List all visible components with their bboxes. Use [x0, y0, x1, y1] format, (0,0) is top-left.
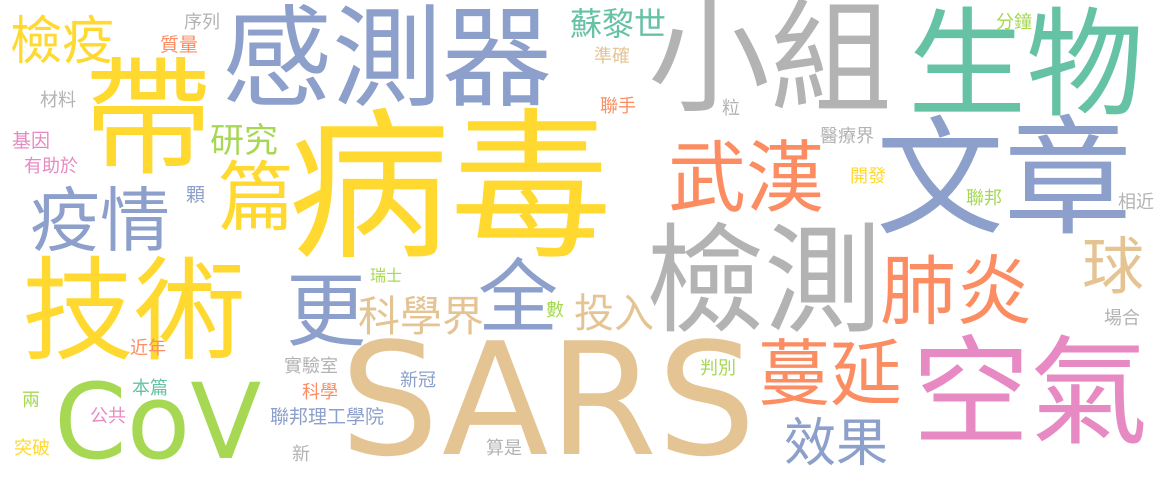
- word-manyan: 蔓延: [758, 332, 903, 416]
- word-bingdu: 病毒: [288, 95, 612, 283]
- word-cov: CoV: [54, 361, 262, 482]
- word-lianbang: 聯邦: [966, 188, 1002, 209]
- word-panbie: 判別: [700, 358, 736, 379]
- word-yanjiu: 研究: [210, 121, 278, 161]
- word-benpian: 本篇: [132, 378, 168, 399]
- word-yiliaojie: 醫療界: [820, 126, 874, 147]
- word-shiyanshi: 實驗室: [284, 356, 338, 377]
- word-yiqing: 疫情: [30, 180, 170, 262]
- word-feiyan: 肺炎: [880, 247, 1032, 336]
- word-changhe: 場合: [1104, 308, 1140, 329]
- word-sars: SARS: [340, 309, 757, 482]
- word-wenzhang: 文章: [876, 105, 1133, 254]
- word-lianshou: 聯手: [600, 96, 636, 117]
- word-shu: 數: [546, 300, 564, 321]
- word-xinguan: 新冠: [400, 370, 436, 391]
- word-gonggong: 公共: [90, 406, 126, 427]
- word-ruishi: 瑞士: [370, 266, 403, 285]
- word-ke: 顆: [186, 184, 206, 206]
- word-xiaozu: 小組: [648, 0, 892, 130]
- word-kexuejie: 科學界: [358, 292, 485, 341]
- word-youzhuyu: 有助於: [24, 156, 78, 177]
- word-xin: 新: [292, 444, 310, 465]
- word-kongqi: 空氣: [912, 324, 1149, 462]
- word-zhiliang: 質量: [160, 34, 199, 56]
- word-dai: 帶: [84, 45, 213, 194]
- word-jinnian: 近年: [130, 338, 166, 359]
- word-cailiao: 材料: [40, 90, 76, 111]
- word-shengwu: 生物: [908, 0, 1145, 134]
- word-jiance: 檢測: [646, 212, 883, 350]
- word-quan: 全: [478, 251, 558, 344]
- word-geng: 更: [286, 265, 366, 358]
- word-lianbang-ligong-xueyuan: 聯邦理工學院: [270, 406, 385, 428]
- word-pian: 篇: [218, 153, 294, 242]
- word-jiyin: 基因: [12, 130, 51, 152]
- word-xiangjin: 相近: [1118, 192, 1154, 213]
- word-touru: 投入: [574, 291, 654, 337]
- word-ganceqi: 感測器: [222, 0, 552, 123]
- word-jianyi: 檢疫: [10, 12, 115, 72]
- word-xulie: 序列: [184, 12, 220, 33]
- word-wuhan: 武漢: [668, 134, 825, 224]
- word-kaifa: 開發: [850, 166, 886, 187]
- word-xiaoguo: 效果: [784, 414, 889, 474]
- word-fenzhong: 分鐘: [996, 12, 1032, 33]
- word-jishu: 技術: [22, 247, 246, 377]
- word-suanshi: 算是: [486, 438, 522, 459]
- word-liang: 兩: [22, 390, 40, 411]
- word-qiu: 球: [1082, 230, 1145, 303]
- word-li: 粒: [722, 98, 740, 119]
- word-sulishi: 蘇黎世: [570, 5, 667, 43]
- word-zhunque: 準確: [594, 46, 630, 67]
- word-tupo: 突破: [14, 438, 50, 459]
- word-kexue: 科學: [302, 382, 338, 403]
